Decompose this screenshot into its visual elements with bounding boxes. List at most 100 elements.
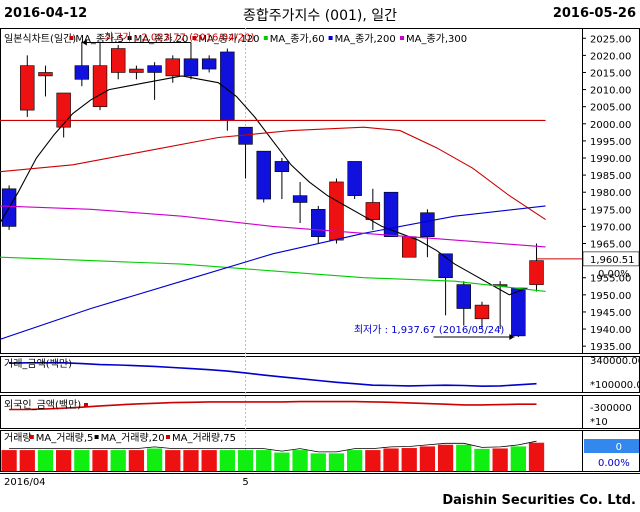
y-tick-label: 1955.00 (590, 274, 631, 285)
volume-bar (419, 446, 436, 471)
candle-body (165, 58, 180, 77)
candle-body (147, 65, 162, 73)
chart-title: 종합주가지수 (001), 일간 (242, 8, 398, 24)
y-tick-label: 1980.00 (590, 188, 631, 199)
last-price-box (582, 251, 640, 267)
volume-bar (437, 444, 454, 471)
volume-bar (365, 450, 381, 471)
volume-bar (510, 446, 526, 471)
volume-bar (274, 452, 290, 471)
y-tick-label: 1950.00 (590, 291, 631, 302)
y-tick-label: 1940.00 (590, 325, 631, 336)
volume-bar (74, 450, 90, 471)
volume-bar (328, 453, 345, 471)
volume-bar (92, 450, 108, 471)
candle-body (347, 161, 362, 196)
legend-swatch (29, 435, 34, 439)
volume-legend: 거래량 (4, 432, 32, 444)
moving-average-line (0, 126, 546, 221)
candle-body (402, 236, 417, 258)
volume-bar (56, 450, 72, 471)
candle-body (56, 92, 71, 128)
volume-value-label: 0 (616, 442, 622, 453)
y-tick-label: 1945.00 (590, 308, 631, 319)
panel-frame (0, 395, 640, 429)
legend-swatch (84, 403, 88, 407)
amount-line (9, 361, 537, 388)
y-tick-label: 1985.00 (590, 171, 631, 182)
volume-bar (237, 450, 254, 471)
volume-bar (310, 453, 326, 471)
candle-body (365, 202, 381, 220)
candle-body (383, 191, 399, 237)
candle-body (511, 287, 526, 337)
foreign-axis-label: *10 (590, 417, 608, 428)
moving-average-line (0, 75, 528, 296)
candle-body (183, 58, 199, 77)
candle-body (111, 48, 126, 73)
foreign-legend: 외국인_금액(백만) (4, 399, 81, 411)
volume-legend: MA_거래량,5 (36, 432, 94, 444)
brand-label: Daishin Securities Co. Ltd. (442, 493, 636, 508)
volume-value-box (584, 439, 639, 453)
x-tick-label: 5 (242, 477, 248, 488)
y-tick-label: 2015.00 (590, 68, 631, 79)
y-tick-label: 1970.00 (590, 222, 631, 233)
y-tick-label: 2025.00 (590, 34, 631, 45)
candle-body (311, 209, 326, 237)
high-annotation: 최고가 : 2,023.77 (2016/04/20) (104, 31, 255, 43)
legend-swatch (328, 36, 333, 40)
volume-bar (128, 450, 145, 471)
x-tick-label: 2016/04 (4, 477, 46, 488)
legend-swatch (69, 36, 74, 40)
volume-bar (19, 450, 35, 471)
legend-swatch (94, 435, 99, 439)
candle-body (38, 72, 53, 77)
y-tick-label: 1990.00 (590, 154, 631, 165)
candle-body (256, 150, 271, 200)
volume-bar (219, 450, 235, 471)
volume-bar (1, 450, 17, 471)
legend-swatch (166, 435, 170, 439)
volume-bar (201, 450, 217, 471)
foreign-line (9, 400, 537, 411)
candle-body (329, 181, 344, 241)
candle-body (20, 65, 35, 111)
moving-average-line (0, 205, 546, 248)
y-tick-label: 1965.00 (590, 240, 631, 251)
legend-entry: MA_종가,120 (198, 33, 259, 45)
start-date: 2016-04-12 (4, 6, 88, 21)
end-date: 2016-05-26 (552, 6, 636, 21)
low-annotation: 최저가 : 1,937.67 (2016/05/24) (354, 324, 505, 336)
candle-body (274, 161, 290, 172)
y-tick-label: 2020.00 (590, 51, 631, 62)
candle-body (529, 260, 544, 285)
volume-bar (528, 442, 545, 471)
volume-ma-line (9, 440, 537, 453)
volume-bar (256, 450, 272, 471)
candle-body (456, 284, 471, 309)
candle-body (474, 304, 490, 320)
moving-average-line (0, 256, 546, 292)
volume-change-label: 0.00% (598, 458, 630, 469)
candle-body (201, 58, 217, 70)
legend-entry: MA_종가,200 (335, 33, 396, 45)
volume-bar (474, 448, 490, 471)
y-tick-label: 1935.00 (590, 342, 631, 353)
volume-bar (146, 448, 163, 471)
legend-entry: 일본식차트(일간) (4, 33, 76, 45)
moving-average-line (0, 205, 546, 340)
y-tick-label: 1995.00 (590, 137, 631, 148)
volume-bar (456, 444, 472, 471)
y-tick-label: 2010.00 (590, 86, 631, 97)
volume-legend: MA_거래량,75 (172, 432, 236, 444)
legend-swatch (127, 36, 132, 40)
foreign-axis-label: -300000 (590, 403, 632, 414)
legend-swatch (400, 36, 404, 40)
candle-body (74, 65, 90, 80)
volume-bar (492, 448, 508, 471)
high-arrow (81, 39, 87, 46)
volume-bar (401, 448, 417, 471)
legend-swatch (263, 36, 268, 40)
